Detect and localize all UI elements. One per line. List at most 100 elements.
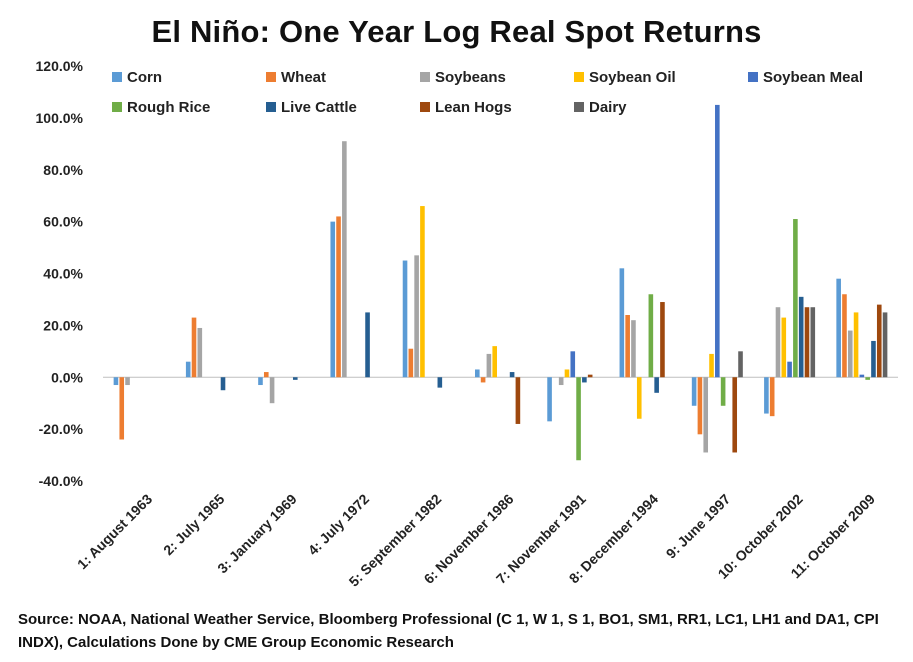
bar <box>414 255 419 378</box>
bar <box>882 312 888 378</box>
legend-label: Wheat <box>281 69 326 86</box>
bar <box>842 294 847 378</box>
bar <box>582 377 587 383</box>
y-tick-label: 100.0% <box>36 110 84 126</box>
legend-label: Dairy <box>589 99 627 116</box>
y-tick-label: 20.0% <box>43 317 83 333</box>
bar <box>715 104 720 378</box>
y-tick-label: 60.0% <box>43 214 83 230</box>
legend-label: Live Cattle <box>281 99 357 116</box>
x-category-label: 4: July 1972 <box>305 491 373 559</box>
legend-label: Rough Rice <box>127 99 210 116</box>
legend-swatch <box>574 102 584 112</box>
bar <box>804 307 810 378</box>
legend-swatch <box>112 72 122 82</box>
bar <box>220 377 226 391</box>
bar <box>558 377 564 386</box>
bar <box>738 351 743 378</box>
bar <box>191 317 197 378</box>
bar <box>480 377 486 383</box>
bar <box>292 377 298 380</box>
bar <box>836 278 841 378</box>
bar <box>619 268 625 378</box>
legend-swatch <box>112 102 122 112</box>
bar <box>709 353 714 378</box>
x-category-label: 1: August 1963 <box>74 491 156 573</box>
bar <box>631 320 636 378</box>
bar <box>732 377 738 453</box>
bar <box>697 377 703 435</box>
bar <box>793 219 798 378</box>
legend-label: Lean Hogs <box>435 99 512 116</box>
bar <box>402 260 408 378</box>
x-category-label: 3: January 1969 <box>214 491 300 577</box>
bar <box>420 206 425 378</box>
bar <box>654 377 659 393</box>
bar <box>764 377 769 414</box>
bar <box>853 312 859 378</box>
bar <box>660 302 665 378</box>
bar <box>437 377 443 388</box>
legend-swatch <box>574 72 584 82</box>
x-category-label: 2: July 1965 <box>160 491 228 559</box>
bar <box>775 307 781 378</box>
bar <box>787 361 792 378</box>
bar <box>547 377 552 422</box>
bar <box>125 377 130 386</box>
bar <box>636 377 642 419</box>
legend-swatch <box>266 102 276 112</box>
y-tick-label: -40.0% <box>39 473 84 489</box>
x-category-label: 9: June 1997 <box>663 491 734 562</box>
bar <box>330 221 336 378</box>
bar <box>515 377 521 424</box>
bar <box>509 372 515 378</box>
legend-label: Corn <box>127 69 162 86</box>
source-note: Source: NOAA, National Weather Service, … <box>18 611 879 651</box>
bar <box>691 377 697 406</box>
legend-label: Soybean Meal <box>763 69 863 86</box>
bar <box>865 377 870 380</box>
bar <box>798 296 804 378</box>
bar <box>570 351 576 378</box>
legend-label: Soybean Oil <box>589 69 676 86</box>
bar <box>336 216 341 378</box>
bar <box>119 377 125 440</box>
bar <box>258 377 263 386</box>
bar <box>871 340 876 378</box>
bar <box>269 377 275 404</box>
bar <box>847 330 853 378</box>
y-tick-label: 40.0% <box>43 266 83 282</box>
bar <box>486 353 492 378</box>
bar <box>876 304 882 378</box>
legend-swatch <box>748 72 758 82</box>
bar <box>576 377 581 461</box>
bar <box>720 377 726 406</box>
bar <box>769 377 775 417</box>
bar <box>365 312 370 378</box>
legend-swatch <box>420 72 430 82</box>
bar <box>810 307 816 378</box>
bar <box>859 374 865 378</box>
bars-layer <box>113 104 888 461</box>
axis-layer: 120.0% 100.0% 80.0% 60.0% 40.0% 20.0% 0.0% -20.… <box>36 58 898 590</box>
bar <box>197 327 203 378</box>
y-tick-label: 120.0% <box>36 58 84 74</box>
bar <box>587 374 593 378</box>
bar <box>625 315 630 378</box>
bar <box>703 377 709 453</box>
legend-label: Soybeans <box>435 69 506 86</box>
bar <box>564 369 570 378</box>
bar <box>408 348 414 378</box>
bar <box>263 372 269 378</box>
legend: Corn Wheat Soybeans Soybean Oil Soybean Meal… <box>112 69 863 116</box>
y-tick-label: 80.0% <box>43 162 83 178</box>
bar <box>492 346 497 378</box>
bar <box>342 141 347 378</box>
bar <box>185 361 191 378</box>
bar <box>781 317 787 378</box>
legend-swatch <box>420 102 430 112</box>
chart-title: El Niño: One Year Log Real Spot Returns <box>151 14 762 49</box>
y-tick-label: 0.0% <box>51 369 83 385</box>
bar <box>648 294 654 378</box>
